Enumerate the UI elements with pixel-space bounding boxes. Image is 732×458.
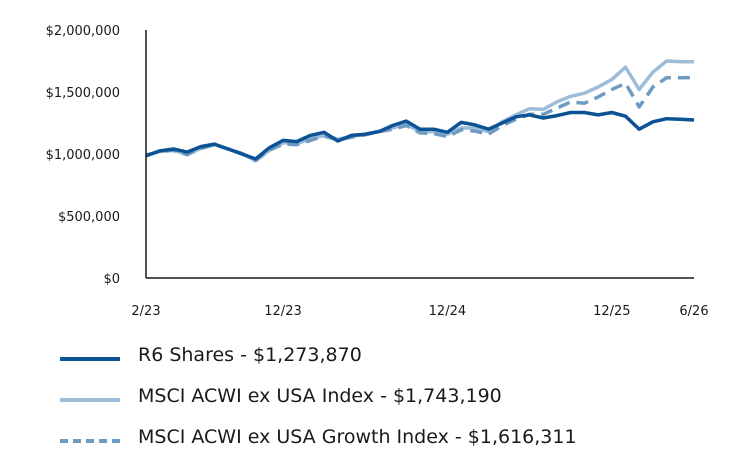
y-tick-label: $2,000,000 — [46, 24, 120, 39]
legend-label-msci-acwi-ex-usa-growth: MSCI ACWI ex USA Growth Index - $1,616,3… — [138, 426, 577, 448]
legend-label-r6-shares: R6 Shares - $1,273,870 — [138, 344, 362, 366]
legend-item-msci-acwi-ex-usa-growth: MSCI ACWI ex USA Growth Index - $1,616,3… — [60, 422, 680, 458]
y-axis-ticks: $0 $500,000 $1,000,000 $1,500,000 $2,000,000 — [46, 24, 120, 287]
legend-swatch-msci-acwi-ex-usa-growth — [60, 439, 120, 443]
y-tick-label: $1,000,000 — [46, 148, 120, 163]
x-tick-label: 2/23 — [131, 304, 160, 319]
y-tick-label: $1,500,000 — [46, 86, 120, 101]
series-lines — [145, 59, 695, 163]
x-tick-label: 6/26 — [679, 304, 708, 319]
x-tick-label: 12/23 — [264, 304, 301, 319]
legend-item-r6-shares: R6 Shares - $1,273,870 — [60, 340, 680, 376]
legend-swatch-r6-shares — [60, 357, 120, 361]
legend-label-msci-acwi-ex-usa: MSCI ACWI ex USA Index - $1,743,190 — [138, 385, 502, 407]
y-tick-label: $0 — [103, 272, 120, 287]
series-line-0 — [145, 110, 695, 161]
legend-item-msci-acwi-ex-usa: MSCI ACWI ex USA Index - $1,743,190 — [60, 381, 680, 417]
legend-swatch-msci-acwi-ex-usa — [60, 398, 120, 402]
y-tick-label: $500,000 — [58, 210, 120, 225]
x-axis-ticks: 2/23 12/23 12/24 12/25 6/26 — [131, 304, 708, 319]
x-tick-label: 12/25 — [593, 304, 630, 319]
x-tick-label: 12/24 — [429, 304, 466, 319]
